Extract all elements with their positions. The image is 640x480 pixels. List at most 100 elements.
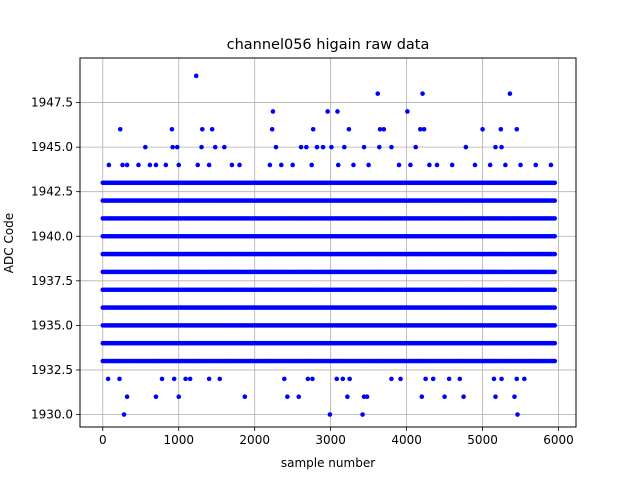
x-axis-ticks: 0 1000 2000 3000 4000 5000 6000 — [99, 427, 574, 447]
data-point — [446, 376, 452, 382]
y-tick-label: 1937.5 — [31, 274, 73, 288]
data-point — [552, 180, 558, 186]
data-point — [552, 269, 558, 275]
data-point — [170, 144, 175, 150]
y-tick-label: 1947.5 — [31, 96, 73, 110]
x-tick-label: 1000 — [163, 433, 194, 447]
data-point — [195, 162, 201, 168]
data-point — [314, 144, 320, 150]
data-point — [329, 144, 334, 150]
data-point — [176, 162, 182, 168]
data-point — [552, 323, 558, 328]
data-point — [498, 127, 504, 132]
data-point — [346, 127, 352, 132]
data-point — [366, 162, 371, 168]
data-point — [423, 376, 428, 382]
data-point — [499, 144, 504, 150]
y-tick-label: 1942.5 — [31, 185, 73, 199]
data-point — [320, 144, 326, 150]
data-point — [153, 394, 159, 399]
data-point — [472, 162, 478, 168]
x-tick-label: 2000 — [239, 433, 270, 447]
data-point — [242, 394, 248, 399]
data-point — [106, 162, 112, 168]
data-point — [206, 162, 212, 168]
data-point — [209, 127, 215, 132]
data-point — [533, 162, 539, 168]
data-point — [389, 144, 394, 150]
data-point — [212, 144, 218, 150]
data-point — [237, 162, 242, 168]
data-point — [499, 376, 504, 382]
data-point — [309, 162, 314, 168]
data-point — [171, 376, 177, 382]
data-point — [298, 144, 304, 150]
y-axis-ticks: 1930.0 1932.5 1935.0 1937.5 1940.0 1942.5 1945… — [31, 96, 80, 422]
data-point — [273, 144, 279, 150]
data-point — [120, 162, 125, 168]
data-point — [335, 162, 341, 168]
data-point — [487, 162, 493, 168]
data-point — [552, 251, 558, 257]
y-tick-label: 1932.5 — [31, 363, 73, 377]
data-point — [199, 144, 204, 150]
data-point — [463, 144, 469, 150]
data-point — [296, 394, 302, 399]
data-point — [121, 412, 127, 417]
data-point — [548, 162, 554, 168]
data-point — [361, 144, 367, 150]
data-point — [408, 162, 413, 168]
data-point — [222, 144, 227, 150]
data-point — [376, 144, 382, 150]
data-point — [124, 162, 130, 168]
data-point — [427, 162, 432, 168]
data-point — [193, 73, 199, 79]
data-points — [100, 73, 558, 417]
data-point — [552, 287, 558, 293]
data-point — [381, 127, 387, 132]
data-point — [457, 376, 463, 382]
y-tick-label: 1930.0 — [31, 408, 73, 422]
y-tick-label: 1940.0 — [31, 229, 73, 243]
data-point — [117, 376, 122, 382]
data-point — [351, 162, 356, 168]
data-point — [413, 144, 419, 150]
data-point — [364, 394, 370, 399]
data-point — [285, 394, 290, 399]
data-point — [290, 162, 295, 168]
data-point — [174, 144, 180, 150]
data-point — [552, 233, 558, 239]
x-axis-label: sample number — [281, 456, 375, 470]
data-point — [176, 394, 182, 399]
data-point — [514, 376, 520, 382]
data-point — [430, 376, 436, 382]
data-point — [124, 394, 130, 399]
data-point — [310, 376, 315, 382]
data-point — [417, 127, 423, 132]
data-point — [552, 305, 558, 310]
data-point — [304, 144, 309, 150]
data-point — [342, 144, 347, 150]
data-point — [461, 394, 466, 399]
x-tick-label: 0 — [99, 433, 107, 447]
data-point — [105, 376, 111, 382]
x-tick-label: 5000 — [467, 433, 498, 447]
data-point — [153, 162, 159, 168]
data-point — [183, 376, 188, 382]
data-point — [217, 376, 223, 382]
y-tick-label: 1945.0 — [31, 140, 73, 154]
data-point — [278, 162, 284, 168]
data-point — [491, 376, 497, 382]
data-point — [396, 162, 402, 168]
data-point — [340, 376, 346, 382]
data-point — [419, 394, 425, 399]
data-point — [522, 376, 527, 382]
data-point — [552, 198, 558, 203]
data-point — [117, 127, 123, 132]
data-point — [507, 91, 513, 96]
x-tick-label: 6000 — [543, 433, 574, 447]
data-point — [434, 162, 440, 168]
chart-title: channel056 higain raw data — [227, 37, 430, 53]
